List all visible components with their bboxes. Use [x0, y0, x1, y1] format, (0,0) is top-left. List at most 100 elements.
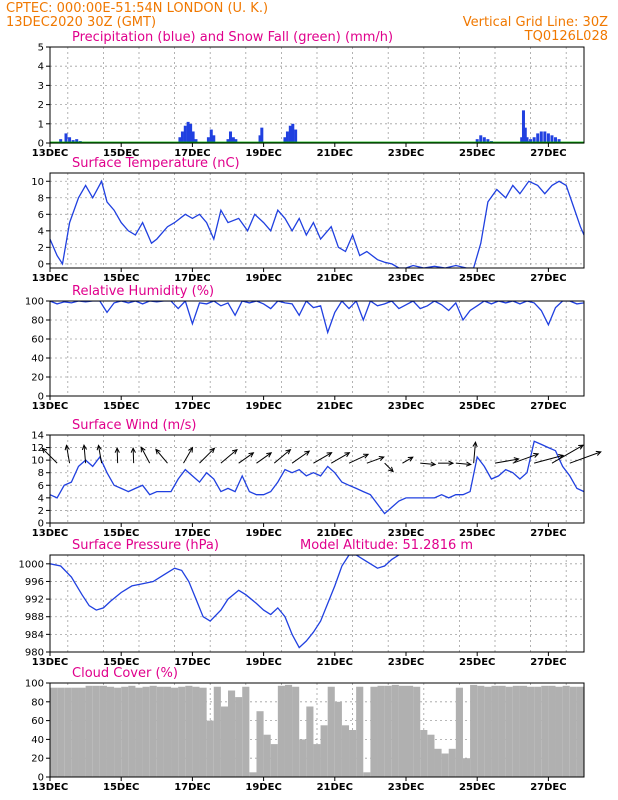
- cloud-ytick-label: 100: [25, 679, 44, 690]
- precip-bar: [550, 135, 554, 143]
- cloud-cover-bar: [576, 686, 584, 777]
- wind-xtick-label: 25DEC: [459, 528, 495, 539]
- wind-vector-head: [578, 444, 585, 450]
- cloud-cover-bar: [142, 686, 150, 777]
- cloud-xtick-label: 13DEC: [32, 782, 68, 793]
- temp-ytick-label: 10: [31, 177, 44, 188]
- cloud-cover-bar: [57, 687, 65, 777]
- cloud-cover-bar: [228, 690, 236, 777]
- humidity-xtick-label: 13DEC: [32, 401, 68, 412]
- cloud-cover-bar: [242, 686, 250, 777]
- precip-bar: [546, 133, 550, 143]
- cloud-cover-bar: [505, 686, 513, 777]
- wind-xtick-label: 17DEC: [174, 528, 210, 539]
- wind-vector: [512, 453, 539, 464]
- humidity-xtick-label: 17DEC: [174, 401, 210, 412]
- pressure-ytick-label: 984: [25, 630, 44, 641]
- cloud-cover-bar: [263, 734, 271, 777]
- wind-xtick-label: 19DEC: [245, 528, 281, 539]
- cloud-cover-bar: [78, 687, 86, 777]
- cloud-xtick-label: 25DEC: [459, 782, 495, 793]
- temp-xtick-label: 25DEC: [459, 273, 495, 284]
- wind-ytick-label: 10: [31, 456, 44, 467]
- precip-bar: [228, 131, 232, 143]
- cloud-xtick-label: 19DEC: [245, 782, 281, 793]
- precip-bar: [554, 137, 558, 143]
- wind-vector-head: [209, 447, 216, 454]
- cloud-panel: Cloud Cover (%) 0 20 40 60 80 100 13DEC 15DEC 17D…: [25, 666, 585, 793]
- wind-vector: [384, 462, 394, 472]
- cloud-cover-bar: [569, 686, 577, 777]
- wind-vector-head: [430, 461, 437, 467]
- precip-bar: [523, 127, 527, 143]
- cloud-cover-bar: [406, 685, 414, 777]
- cloud-cover-bar: [534, 686, 542, 777]
- pressure-ytick-label: 1000: [19, 559, 44, 570]
- wind-vector-head: [513, 457, 520, 463]
- temp-xtick-label: 23DEC: [388, 273, 424, 284]
- cloud-ytick-label: 0: [38, 773, 44, 784]
- humidity-series-line: [50, 301, 584, 335]
- cloud-cover-bar: [384, 685, 392, 777]
- cloud-cover-bar: [391, 684, 399, 777]
- cloud-cover-bar: [377, 685, 385, 777]
- precip-bar: [294, 129, 298, 143]
- cloud-cover-bar: [163, 686, 172, 777]
- precip-xtick-label: 15DEC: [103, 148, 139, 159]
- cloud-cover-bar: [455, 687, 463, 777]
- cloud-cover-bar: [92, 685, 100, 777]
- precip-xtick-label: 27DEC: [530, 148, 566, 159]
- precip-bar: [543, 131, 547, 143]
- precip-title: Precipitation (blue) and Snow Fall (gree…: [72, 30, 393, 45]
- wind-vector: [291, 450, 310, 464]
- cloud-cover-bar: [484, 686, 492, 777]
- precip-bar: [71, 140, 75, 143]
- wind-ytick-label: 12: [31, 443, 44, 454]
- wind-vector: [551, 444, 584, 464]
- cloud-cover-bar: [356, 686, 364, 777]
- precip-panel: Precipitation (blue) and Snow Fall (gree…: [32, 30, 585, 159]
- cloud-cover-bar: [192, 686, 200, 777]
- humidity-xtick-label: 19DEC: [245, 401, 281, 412]
- cloud-cover-bar: [349, 730, 357, 777]
- wind-vector-head: [266, 452, 273, 458]
- cloud-frame: [49, 682, 585, 778]
- humidity-ytick-label: 80: [31, 316, 44, 327]
- cloud-cover-bar: [206, 720, 214, 777]
- cloud-cover-bar: [306, 706, 314, 777]
- cloud-cover-bar: [121, 686, 129, 777]
- cloud-cover-bar: [199, 687, 207, 777]
- pressure-xtick-label: 27DEC: [530, 657, 566, 668]
- precip-ytick-label: 2: [38, 100, 44, 111]
- precip-bar: [189, 123, 193, 143]
- precip-xtick-label: 19DEC: [245, 148, 281, 159]
- pressure-xtick-label: 13DEC: [32, 657, 68, 668]
- precip-bar: [288, 125, 292, 143]
- wind-xtick-label: 23DEC: [388, 528, 424, 539]
- cloud-cover-bar: [413, 686, 421, 777]
- wind-vector-head: [231, 448, 238, 455]
- cloud-cover-bar: [149, 685, 157, 777]
- wind-ytick-label: 14: [31, 431, 44, 442]
- pressure-ytick-label: 996: [25, 577, 44, 588]
- wind-vector-head: [114, 447, 120, 453]
- cloud-cover-bar: [341, 725, 350, 777]
- wind-vector-head: [378, 456, 385, 461]
- wind-vector-head: [448, 460, 455, 466]
- precip-xtick-label: 23DEC: [388, 148, 424, 159]
- wind-vector-head: [533, 452, 540, 458]
- precip-bar: [539, 131, 543, 143]
- temp-xtick-label: 15DEC: [103, 273, 139, 284]
- temp-xtick-label: 21DEC: [317, 273, 353, 284]
- cloud-cover-bar: [519, 685, 528, 777]
- cloud-cover-bar: [64, 687, 72, 777]
- cloud-cover-bar: [555, 686, 563, 777]
- precip-xtick-label: 13DEC: [32, 148, 68, 159]
- cloud-cover-bar: [299, 739, 307, 777]
- precip-bar: [529, 139, 533, 143]
- precip-xtick-label: 21DEC: [317, 148, 353, 159]
- wind-vector: [455, 462, 471, 465]
- precip-bar: [521, 110, 525, 143]
- pressure-ytick-label: 992: [25, 595, 44, 606]
- precip-bar: [260, 127, 264, 143]
